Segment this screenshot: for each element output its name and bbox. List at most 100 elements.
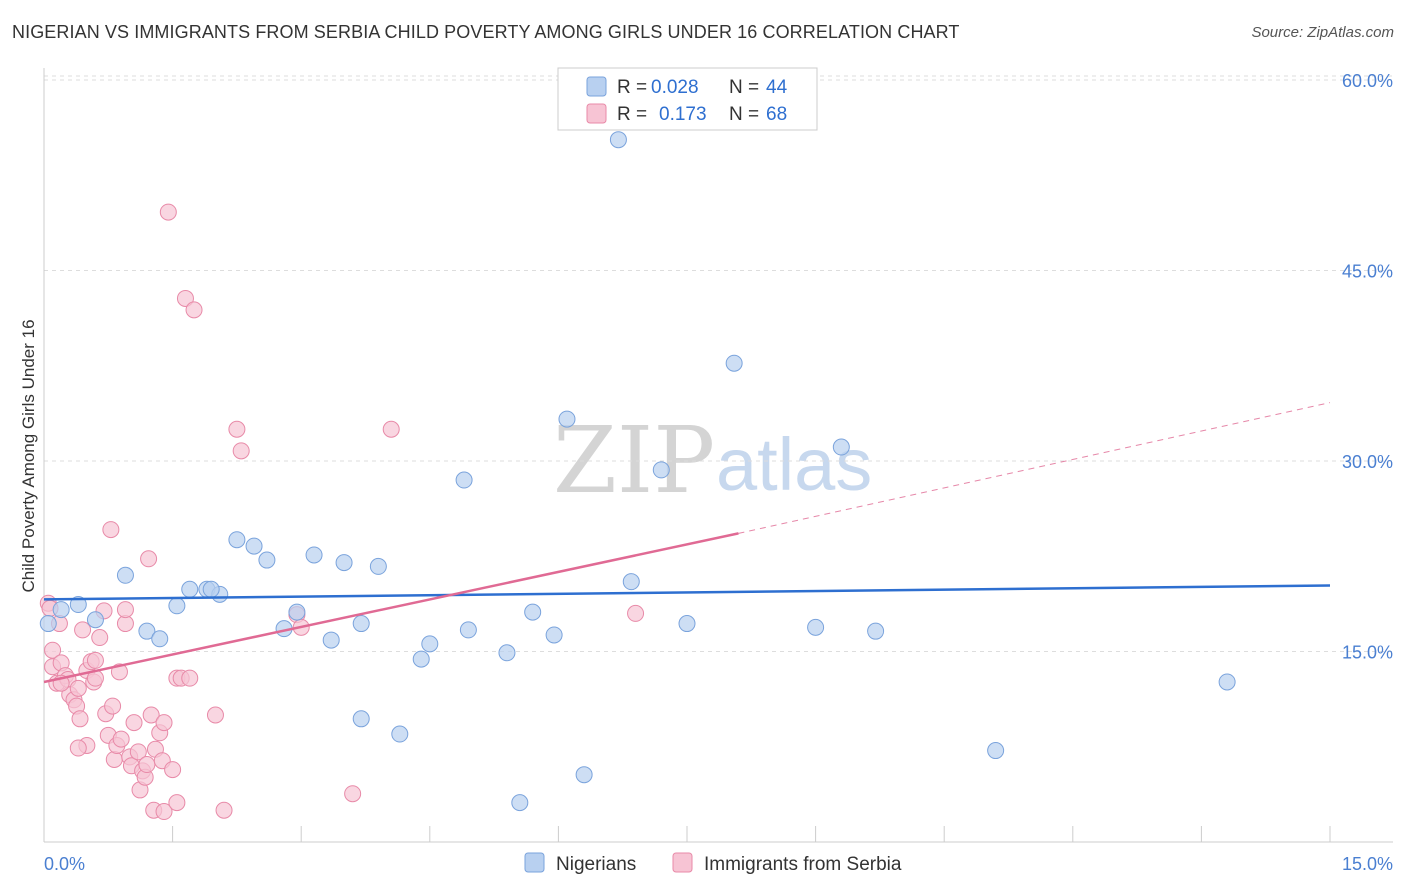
gridlines [44,75,1393,652]
legend-bottom: Nigerians Immigrants from Serbia [524,852,902,875]
nigerians-point [228,531,246,549]
serbia-point [102,521,120,539]
legend-bottom-swatch-nigerians [524,852,545,873]
nigerians-point [511,794,529,812]
nigerians-point [352,615,370,633]
serbia-point [112,730,130,748]
serbia-point [74,621,92,639]
nigerians-point [524,603,542,621]
legend-n-value-pink: 68 [766,104,787,125]
serbia-point [142,706,160,724]
serbia-trend-line [43,532,739,684]
nigerians-point [52,601,70,619]
watermark-atlas: atlas [716,423,872,506]
nigerians-point [832,438,850,456]
legend-n-value-blue: 44 [766,77,788,98]
nigerians-point [39,615,57,633]
serbia-point [159,203,177,221]
serbia-point [129,743,147,761]
serbia-point [344,785,362,803]
legend-r-value-blue: 0.028 [651,77,699,98]
nigerians-point [168,597,186,615]
y-tick-labels: 15.0% 30.0% 45.0% 60.0% [1342,71,1393,663]
nigerians-point [558,410,576,428]
source-credit: Source: ZipAtlas.com [1251,24,1394,41]
serbia-point [228,420,246,438]
nigerians-point [867,622,885,640]
nigerians-point [352,710,370,728]
serbia-point [86,651,104,669]
y-tick-label: 60.0% [1342,71,1393,91]
serbia-point [116,601,134,619]
nigerians-point [678,615,696,633]
serbia-point [215,801,233,819]
nigerians-point [498,644,516,662]
nigerians-point [322,631,340,649]
nigerians-trend-line [43,584,1331,601]
serbia-point [69,679,87,697]
legend-bottom-swatch-serbia [672,852,693,873]
nigerians-point [455,471,473,489]
legend-bottom-label-nigerians: Nigerians [556,854,636,875]
nigerians-point [609,131,627,149]
serbia-point [105,750,123,768]
serbia-point [69,739,87,757]
nigerians-point [202,580,220,598]
legend-r-label-pink: R = [617,104,647,125]
legend-r-label-blue: R = [617,77,647,98]
nigerians-point [116,566,134,584]
legend-n-label-blue: N = [729,77,759,98]
nigerians-point [151,630,169,648]
legend-bottom-label-serbia: Immigrants from Serbia [704,854,902,875]
nigerians-point [369,557,387,575]
x-tick-label-max: 15.0% [1342,854,1393,874]
nigerians-point [575,766,593,784]
nigerians-point [459,621,477,639]
serbia-point [91,629,109,647]
nigerians-point [258,551,276,569]
nigerians-point [288,603,306,621]
y-tick-label: 15.0% [1342,643,1393,663]
y-axis-label: Child Poverty Among Girls Under 16 [19,319,38,592]
nigerians-point [421,635,439,653]
legend-swatch-blue [586,76,607,97]
nigerians-point [545,626,563,644]
serbia-point [181,669,199,687]
serbia-point [44,641,62,659]
serbia-point [155,803,173,821]
serbia-point [104,697,122,715]
nigerians-point [987,742,1005,760]
serbia-point [168,794,186,812]
chart-title: NIGERIAN VS IMMIGRANTS FROM SERBIA CHILD… [12,22,960,42]
serbia-point [125,714,143,732]
nigerians-point [807,618,825,636]
series-nigerians-points [39,131,1236,812]
nigerians-point [69,596,87,614]
nigerians-point [245,537,263,555]
legend-r-value-pink: 0.173 [659,104,707,125]
legend-n-label-pink: N = [729,104,759,125]
serbia-point [206,706,224,724]
nigerians-point [335,554,353,572]
legend-swatch-pink [586,103,607,124]
serbia-point [140,550,158,568]
serbia-point [176,289,194,307]
serbia-point [627,604,645,622]
nigerians-point [305,546,323,564]
x-tick-marks [43,826,1331,842]
nigerians-point [652,461,670,479]
serbia-point [164,761,182,779]
nigerians-point [1218,673,1236,691]
y-tick-label: 45.0% [1342,262,1393,282]
serbia-point [232,442,250,460]
legend-top: R = 0.028 N = 44 R = 0.173 N = 68 [557,67,818,131]
x-tick-label-min: 0.0% [44,854,85,874]
serbia-point [138,756,156,774]
serbia-trend-extension [738,402,1331,534]
trend-lines [43,402,1331,684]
nigerians-point [138,622,156,640]
nigerians-point [622,573,640,591]
nigerians-point [391,725,409,743]
y-tick-label: 30.0% [1342,452,1393,472]
